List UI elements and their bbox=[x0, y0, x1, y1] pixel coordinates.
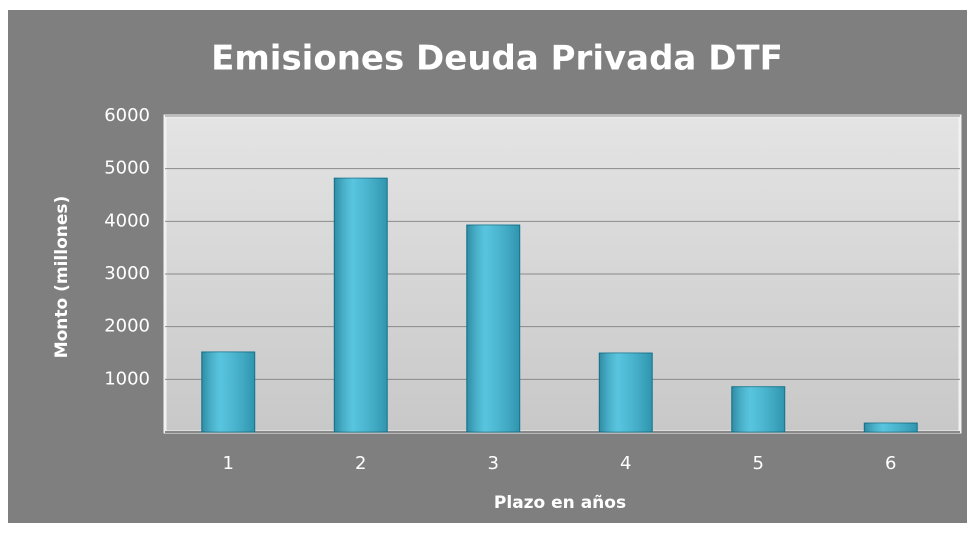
bar-shade bbox=[201, 351, 255, 432]
y-tick-label: 1000 bbox=[104, 368, 150, 389]
x-tick-label: 1 bbox=[223, 453, 234, 474]
y-tick-label: 3000 bbox=[104, 263, 150, 284]
bar-shade bbox=[334, 178, 388, 432]
x-tick-label: 3 bbox=[488, 453, 499, 474]
x-axis-title: Plazo en años bbox=[494, 493, 626, 513]
y-tick-label: 6000 bbox=[104, 105, 150, 126]
bar-shade bbox=[599, 353, 653, 432]
bar-shade bbox=[466, 225, 520, 432]
x-tick-label: 6 bbox=[885, 453, 896, 474]
y-tick-label: 2000 bbox=[104, 316, 150, 337]
chart-title: Emisiones Deuda Privada DTF bbox=[211, 39, 783, 79]
bar-shade bbox=[864, 423, 918, 432]
bar-shade bbox=[731, 386, 785, 432]
x-tick-label: 2 bbox=[355, 453, 366, 474]
y-tick-label: 5000 bbox=[104, 158, 150, 179]
x-tick-label: 4 bbox=[620, 453, 631, 474]
y-tick-label: 4000 bbox=[104, 210, 150, 231]
x-tick-label: 5 bbox=[753, 453, 764, 474]
y-axis-title: Monto (millones) bbox=[52, 196, 72, 359]
